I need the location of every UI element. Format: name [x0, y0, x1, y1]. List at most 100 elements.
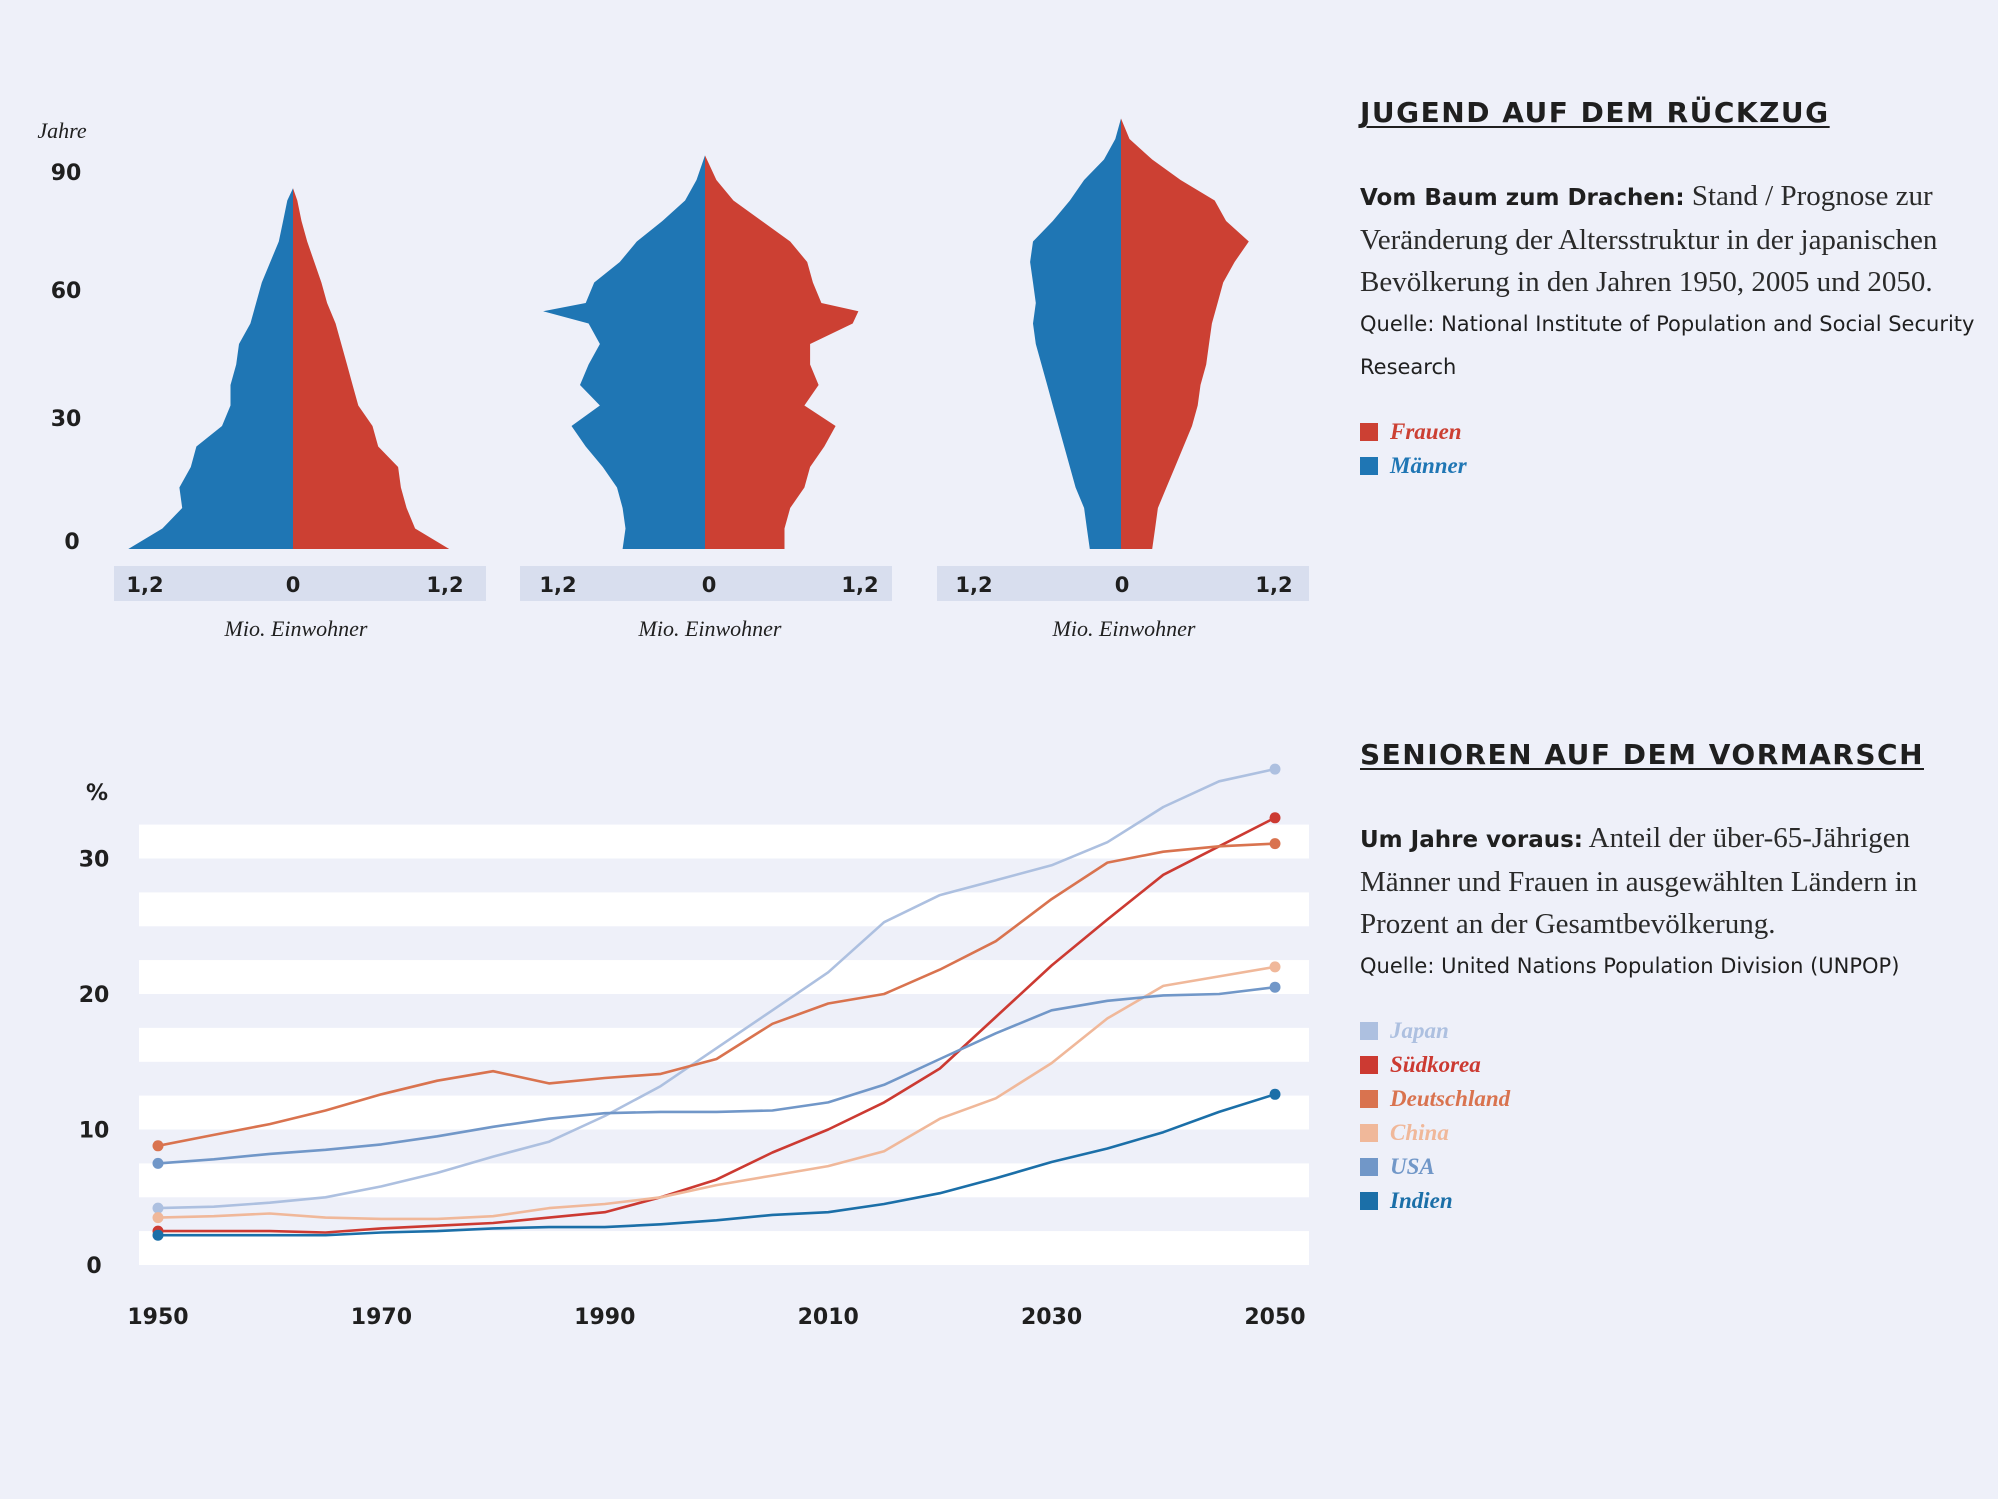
- line-chart-series: [152, 763, 1281, 1241]
- pyramid-source: Quelle: National Institute of Population…: [1360, 312, 1975, 379]
- line-chart-x-tick: 2010: [798, 1305, 859, 1330]
- pyramid-1950-x-tick-zero: 0: [286, 573, 301, 597]
- bottom_panel-legend-label: Südkorea: [1390, 1052, 1481, 1077]
- pyramid-1950-axis-band: [114, 566, 486, 601]
- line-chart-source: Quelle: United Nations Population Divisi…: [1360, 954, 1900, 978]
- pyramid-2050-x-axis-title: Mio. Einwohner: [1052, 616, 1196, 641]
- pyramid-2005-x-tick-left: 1,2: [539, 573, 576, 597]
- top_panel-legend-swatch: [1360, 423, 1378, 441]
- pyramid-2050-x-tick-left: 1,2: [955, 573, 992, 597]
- line-point-deutschland-end: [1269, 838, 1281, 850]
- bottom_panel-legend-label: Deutschland: [1390, 1086, 1511, 1111]
- line-point-indien-end: [1269, 1088, 1281, 1100]
- pyramid-description: Vom Baum zum Drachen: Stand / Prognose z…: [1360, 175, 1980, 303]
- pyramid-y-axis-title: Jahre: [37, 118, 87, 143]
- line-chart-x-tick: 1990: [574, 1305, 635, 1330]
- line-chart-y-tick: 30: [79, 848, 110, 873]
- line-chart-description-lead: Um Jahre voraus:: [1360, 827, 1583, 853]
- top_panel-legend-item: Männer: [1360, 449, 1980, 483]
- line-point-japan-start: [152, 1202, 164, 1214]
- line-chart-y-tick: 10: [79, 1119, 110, 1144]
- line-chart-x-ticks: 1950 1970 1990 2010 2030 2050: [127, 1305, 1305, 1330]
- pyramid-description-lead: Vom Baum zum Drachen:: [1360, 185, 1685, 211]
- bottom_panel-legend-swatch: [1360, 1056, 1378, 1074]
- pyramid-y-tick-60: 60: [51, 279, 82, 304]
- line-point-indien-start: [152, 1229, 164, 1241]
- line-series-indien: [156, 1093, 1277, 1237]
- line-chart-grid-bands: [139, 824, 1309, 1265]
- bottom_panel-legend-item: China: [1360, 1116, 1980, 1150]
- pyramid-2050-x-tick-zero: 0: [1115, 573, 1130, 597]
- line-chart-description-text: Anteil der über-65-Jährigen Männer und F…: [1360, 822, 1918, 940]
- pyramid-2050: 1,2 0 1,2 Mio. Einwohner: [937, 118, 1309, 641]
- top_panel-legend-item: Frauen: [1360, 415, 1980, 449]
- pyramid-info-panel: JUGEND AUF DEM RÜCKZUG Vom Baum zum Drac…: [1360, 96, 1980, 483]
- pyramid-1950-x-tick-right: 1,2: [426, 573, 463, 597]
- line-chart-x-tick: 2050: [1244, 1305, 1305, 1330]
- top_panel-legend-swatch: [1360, 457, 1378, 475]
- pyramid-description-text: Stand / Prognose zur Veränderung der Alt…: [1360, 180, 1938, 298]
- line-series-japan: [156, 767, 1277, 1210]
- pyramid-2005-maenner-area: [543, 155, 705, 549]
- bottom_panel-legend-swatch: [1360, 1124, 1378, 1142]
- pyramid-2005-x-tick-right: 1,2: [841, 573, 878, 597]
- line-point-china-start: [152, 1212, 164, 1224]
- pyramid-2005-axis-band: [520, 566, 892, 601]
- line-point-suedkorea-end: [1269, 812, 1281, 824]
- line-chart-grid-band: [139, 1231, 1309, 1265]
- line-chart-grid-band: [139, 960, 1309, 994]
- line-chart-grid-band: [139, 1163, 1309, 1198]
- line-point-usa-start: [152, 1157, 164, 1169]
- bottom_panel-legend-item: Indien: [1360, 1184, 1980, 1218]
- pyramid-1950-x-tick-left: 1,2: [126, 573, 163, 597]
- bottom_panel-legend-item: Südkorea: [1360, 1048, 1980, 1082]
- pyramid-y-tick-90: 90: [51, 161, 82, 186]
- line-chart-y-ticks: 0 10 20 30: [79, 848, 110, 1280]
- line-point-deutschland-start: [152, 1140, 164, 1152]
- bottom_panel-legend-swatch: [1360, 1192, 1378, 1210]
- line-series-deutschland: [156, 842, 1277, 1148]
- pyramid-1950-maenner-area: [128, 188, 293, 549]
- pyramid-2005-x-tick-zero: 0: [702, 573, 717, 597]
- pyramid-2005-x-axis-title: Mio. Einwohner: [638, 616, 782, 641]
- bottom_panel-legend-swatch: [1360, 1022, 1378, 1040]
- line-chart-y-axis-title: %: [86, 781, 108, 806]
- line-chart-x-tick: 1970: [351, 1305, 412, 1330]
- line-point-japan-end: [1269, 763, 1281, 775]
- bottom_panel-legend-swatch: [1360, 1158, 1378, 1176]
- top_panel-legend-label: Männer: [1390, 453, 1467, 478]
- line-point-china-end: [1269, 961, 1281, 973]
- pyramid-2050-x-tick-right: 1,2: [1255, 573, 1292, 597]
- pyramid-1950-frauen-area: [293, 188, 450, 549]
- pyramid-legend: Frauen Männer: [1360, 415, 1980, 483]
- bottom_panel-legend-item: USA: [1360, 1150, 1980, 1184]
- line-point-usa-end: [1269, 981, 1281, 993]
- line-chart-heading: SENIOREN AUF DEM VORMARSCH: [1360, 738, 1924, 771]
- pyramid-1950-x-axis-title: Mio. Einwohner: [224, 616, 368, 641]
- line-chart-description: Um Jahre voraus: Anteil der über-65-Jähr…: [1360, 817, 1980, 945]
- pyramid-2005-frauen-area: [705, 155, 859, 549]
- pyramid-heading: JUGEND AUF DEM RÜCKZUG: [1360, 96, 1830, 129]
- line-chart-y-tick: 20: [79, 983, 110, 1008]
- line-chart-info-panel: SENIOREN AUF DEM VORMARSCH Um Jahre vora…: [1360, 738, 1980, 1218]
- pyramid-1950: 1,2 0 1,2 Mio. Einwohner: [114, 188, 486, 641]
- bottom_panel-legend-label: Indien: [1390, 1188, 1453, 1213]
- bottom_panel-legend-item: Japan: [1360, 1014, 1980, 1048]
- line-series-usa: [156, 985, 1277, 1165]
- bottom_panel-legend-label: USA: [1390, 1154, 1435, 1179]
- bottom_panel-legend-swatch: [1360, 1090, 1378, 1108]
- line-chart-x-tick: 1950: [127, 1305, 188, 1330]
- line-chart-grid-band: [139, 824, 1309, 859]
- line-chart-y-tick: 0: [86, 1254, 101, 1279]
- pyramid-2005: 1,2 0 1,2 Mio. Einwohner: [520, 155, 892, 641]
- line-chart-legend: Japan Südkorea Deutschland China USA Indien: [1360, 1014, 1980, 1218]
- top_panel-legend-label: Frauen: [1390, 419, 1462, 444]
- bottom_panel-legend-label: Japan: [1390, 1018, 1449, 1043]
- line-chart-grid-band: [139, 1027, 1309, 1062]
- bottom_panel-legend-item: Deutschland: [1360, 1082, 1980, 1116]
- pyramid-y-tick-0: 0: [64, 530, 79, 555]
- line-series-suedkorea: [156, 816, 1277, 1234]
- bottom_panel-legend-label: China: [1390, 1120, 1449, 1145]
